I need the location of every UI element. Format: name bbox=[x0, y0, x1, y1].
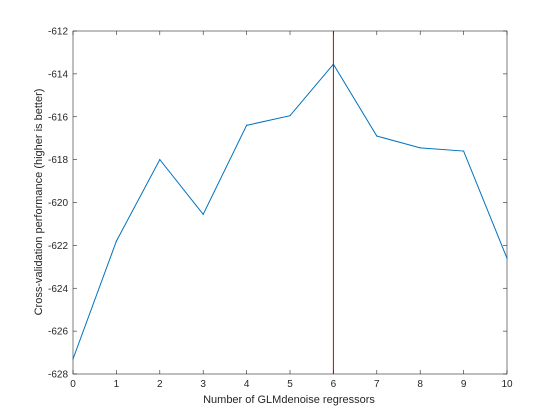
x-tick-label: 9 bbox=[461, 379, 467, 390]
data-point bbox=[246, 124, 248, 126]
y-tick-label: -612 bbox=[48, 27, 68, 38]
data-point bbox=[463, 150, 465, 152]
plot-area bbox=[72, 30, 508, 375]
y-tick-label: -618 bbox=[48, 155, 68, 166]
x-tick-label: 8 bbox=[417, 379, 423, 390]
x-axis-ticks: 0 1 2 3 4 5 6 7 8 9 10 bbox=[70, 31, 513, 390]
y-axis-ticks: -628 -626 -624 -622 -620 -618 -616 -614 -612 bbox=[48, 27, 507, 381]
data-point bbox=[72, 358, 74, 360]
x-tick-label: 10 bbox=[501, 379, 513, 390]
y-tick-label: -626 bbox=[48, 327, 68, 338]
data-point bbox=[159, 159, 161, 161]
data-point bbox=[506, 257, 508, 259]
y-tick-label: -628 bbox=[48, 370, 68, 381]
x-tick-label: 1 bbox=[114, 379, 120, 390]
x-tick-label: 6 bbox=[331, 379, 337, 390]
data-point bbox=[419, 147, 421, 149]
y-tick-label: -620 bbox=[48, 198, 68, 209]
data-point bbox=[115, 240, 117, 242]
x-tick-label: 2 bbox=[157, 379, 163, 390]
x-axis-label: Number of GLMdenoise regressors bbox=[203, 394, 375, 406]
data-point bbox=[202, 213, 204, 215]
x-tick-label: 4 bbox=[244, 379, 250, 390]
y-tick-label: -624 bbox=[48, 284, 68, 295]
data-point bbox=[289, 115, 291, 117]
x-tick-label: 3 bbox=[200, 379, 206, 390]
x-tick-label: 0 bbox=[70, 379, 76, 390]
y-tick-label: -614 bbox=[48, 69, 68, 80]
x-tick-label: 7 bbox=[374, 379, 380, 390]
x-tick-label: 5 bbox=[287, 379, 293, 390]
data-point bbox=[376, 135, 378, 137]
y-axis-label: Cross-validation performance (higher is … bbox=[33, 89, 45, 316]
axes-box bbox=[72, 30, 508, 375]
y-tick-label: -622 bbox=[48, 241, 68, 252]
y-tick-label: -616 bbox=[48, 112, 68, 123]
